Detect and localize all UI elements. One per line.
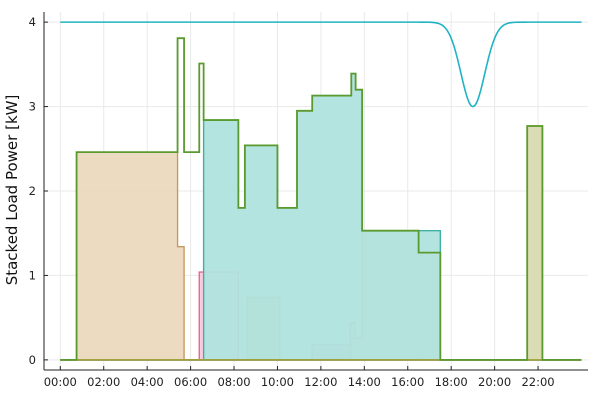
x-tick-label: 00:00 <box>44 375 77 389</box>
x-tick-label: 22:00 <box>521 375 554 389</box>
x-tick-label: 04:00 <box>131 375 164 389</box>
y-tick-label: 4 <box>29 15 36 29</box>
x-tick-label: 16:00 <box>391 375 424 389</box>
x-tick-label: 14:00 <box>348 375 381 389</box>
x-tick-label: 12:00 <box>304 375 337 389</box>
total-load-line <box>60 37 582 361</box>
x-tick-label: 20:00 <box>478 375 511 389</box>
tick-labels: 00:00 02:00 04:00 06:00 08:00 10:00 12:00 14:00… <box>29 15 555 389</box>
stacked-areas <box>60 72 582 361</box>
total-load-envelope <box>60 37 582 361</box>
x-tick-label: 02:00 <box>87 375 120 389</box>
y-tick-label: 0 <box>29 353 36 367</box>
x-tick-label: 06:00 <box>174 375 207 389</box>
power-limit-curve <box>60 21 582 108</box>
power-limit-line <box>60 21 582 108</box>
y-tick-label: 2 <box>29 184 36 198</box>
y-tick-label: 1 <box>29 268 36 282</box>
x-tick-label: 10:00 <box>261 375 294 389</box>
x-tick-label: 18:00 <box>435 375 468 389</box>
x-tick-label: 08:00 <box>217 375 250 389</box>
y-axis-title: Stacked Load Power [kW] <box>3 95 21 286</box>
y-tick-label: 3 <box>29 100 36 114</box>
